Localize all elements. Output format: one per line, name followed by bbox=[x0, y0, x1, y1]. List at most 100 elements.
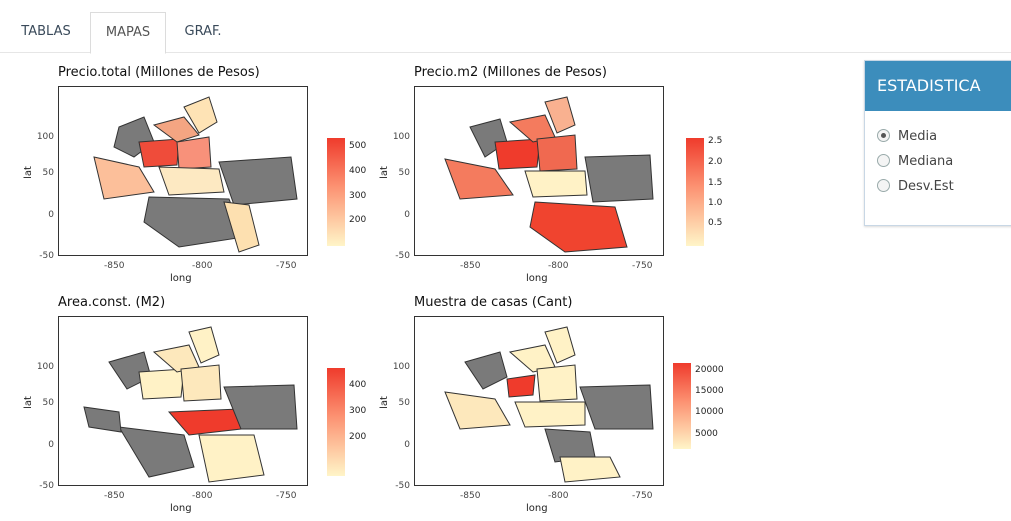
department-pale-south bbox=[198, 434, 265, 483]
colombia-map bbox=[83, 326, 298, 483]
xtick: -750 bbox=[276, 491, 297, 501]
radio-label: Desv.Est bbox=[898, 179, 954, 194]
department-gray-west bbox=[83, 406, 122, 433]
legend-tick: 0.5 bbox=[708, 218, 723, 228]
ytick: -50 bbox=[39, 251, 54, 261]
department-pale bbox=[188, 326, 220, 364]
legend-tick: 20000 bbox=[695, 365, 724, 375]
tab-tablas[interactable]: TABLAS bbox=[21, 24, 71, 39]
ytick: -50 bbox=[395, 251, 410, 261]
xtick: -850 bbox=[460, 261, 481, 271]
x-axis-label: long bbox=[526, 273, 548, 284]
colombia-map bbox=[93, 96, 298, 253]
legend-tick: 200 bbox=[349, 215, 367, 225]
xtick: -850 bbox=[104, 491, 125, 501]
department-red bbox=[506, 374, 536, 398]
tab-graf[interactable]: GRAF. bbox=[184, 24, 222, 39]
department-shapes bbox=[93, 96, 298, 253]
legend-colorbar bbox=[673, 363, 691, 449]
ytick: -50 bbox=[39, 481, 54, 491]
legend-tick: 10000 bbox=[695, 407, 724, 417]
department-orange bbox=[152, 116, 200, 143]
plot-area bbox=[414, 86, 664, 256]
tab-mapas[interactable]: MAPAS bbox=[90, 12, 166, 54]
department-pale bbox=[544, 326, 576, 364]
xtick: -800 bbox=[548, 261, 569, 271]
radio-label: Mediana bbox=[898, 154, 954, 169]
xtick: -800 bbox=[548, 491, 569, 501]
department-peach bbox=[93, 156, 155, 200]
ytick: 0 bbox=[404, 210, 410, 220]
xtick: -750 bbox=[632, 261, 653, 271]
y-axis-label: lat bbox=[378, 166, 390, 179]
department-gray-east bbox=[223, 384, 298, 430]
legend-colorbar bbox=[686, 138, 704, 246]
legend-tick: 400 bbox=[349, 380, 367, 390]
legend-tick: 1.0 bbox=[708, 198, 723, 208]
department-pale bbox=[158, 166, 225, 196]
x-axis-label: long bbox=[170, 503, 192, 514]
department-red bbox=[167, 408, 242, 436]
department-light bbox=[544, 96, 576, 134]
legend-tick: 15000 bbox=[695, 386, 724, 396]
xtick: -800 bbox=[192, 261, 213, 271]
colombia-map bbox=[444, 326, 654, 483]
department-gray bbox=[464, 351, 508, 390]
department-pale-south bbox=[559, 456, 621, 483]
xtick: -750 bbox=[276, 261, 297, 271]
department-peach bbox=[444, 158, 514, 200]
map-title: Muestra de casas (Cant) bbox=[414, 295, 573, 310]
ytick: 50 bbox=[398, 398, 410, 408]
ytick: 0 bbox=[48, 210, 54, 220]
legend-tick: 400 bbox=[349, 166, 367, 176]
xtick: -800 bbox=[192, 491, 213, 501]
ytick: 50 bbox=[398, 168, 410, 178]
department-pale-west bbox=[444, 391, 511, 430]
plot-area bbox=[58, 316, 308, 486]
y-axis-label: lat bbox=[22, 396, 34, 409]
legend-tick: 500 bbox=[349, 141, 367, 151]
colombia-map bbox=[444, 96, 654, 253]
ytick: 100 bbox=[392, 132, 410, 142]
legend-tick: 300 bbox=[349, 406, 367, 416]
department-shapes bbox=[444, 96, 654, 253]
department-pale bbox=[524, 170, 588, 198]
department-gray-south bbox=[143, 196, 245, 248]
department-pale bbox=[514, 401, 586, 428]
map-title: Precio.m2 (Millones de Pesos) bbox=[414, 65, 607, 80]
department-red bbox=[494, 138, 541, 170]
department-shapes bbox=[444, 326, 654, 483]
radio-mediana[interactable]: Mediana bbox=[877, 154, 953, 174]
department-pale bbox=[138, 368, 185, 400]
y-axis-label: lat bbox=[22, 166, 34, 179]
ytick: 50 bbox=[42, 168, 54, 178]
legend-tick: 1.5 bbox=[708, 178, 723, 188]
department-gray-east bbox=[579, 384, 654, 430]
department-salmon bbox=[536, 134, 578, 172]
xtick: -850 bbox=[460, 491, 481, 501]
panel-title: ESTADISTICA bbox=[865, 61, 1011, 111]
plot-area bbox=[58, 86, 308, 256]
ytick: -50 bbox=[395, 481, 410, 491]
map-precio-m2: Precio.m2 (Millones de Pesos) 100 50 0 -… bbox=[356, 65, 722, 291]
radio-checked-icon[interactable] bbox=[877, 129, 890, 142]
legend-tick: 2.5 bbox=[708, 136, 723, 146]
tab-bar: TABLAS MAPAS GRAF. bbox=[0, 0, 1011, 54]
map-area-const: Area.const. (M2) 100 50 0 -50 bbox=[0, 295, 366, 521]
radio-unchecked-icon[interactable] bbox=[877, 179, 890, 192]
department-gray-east bbox=[584, 154, 654, 203]
radio-desv-est[interactable]: Desv.Est bbox=[877, 179, 954, 199]
xtick: -750 bbox=[632, 491, 653, 501]
legend-tick: 5000 bbox=[695, 429, 718, 439]
radio-media[interactable]: Media bbox=[877, 129, 937, 149]
department-gray-east bbox=[218, 156, 298, 206]
radio-unchecked-icon[interactable] bbox=[877, 154, 890, 167]
department-pale-south bbox=[223, 201, 260, 253]
plot-area bbox=[414, 316, 664, 486]
department-gray-south bbox=[118, 426, 195, 478]
department-pale bbox=[536, 364, 578, 402]
radio-label: Media bbox=[898, 129, 938, 144]
department-light bbox=[183, 96, 218, 134]
ytick: 100 bbox=[392, 362, 410, 372]
department-red bbox=[138, 138, 180, 168]
